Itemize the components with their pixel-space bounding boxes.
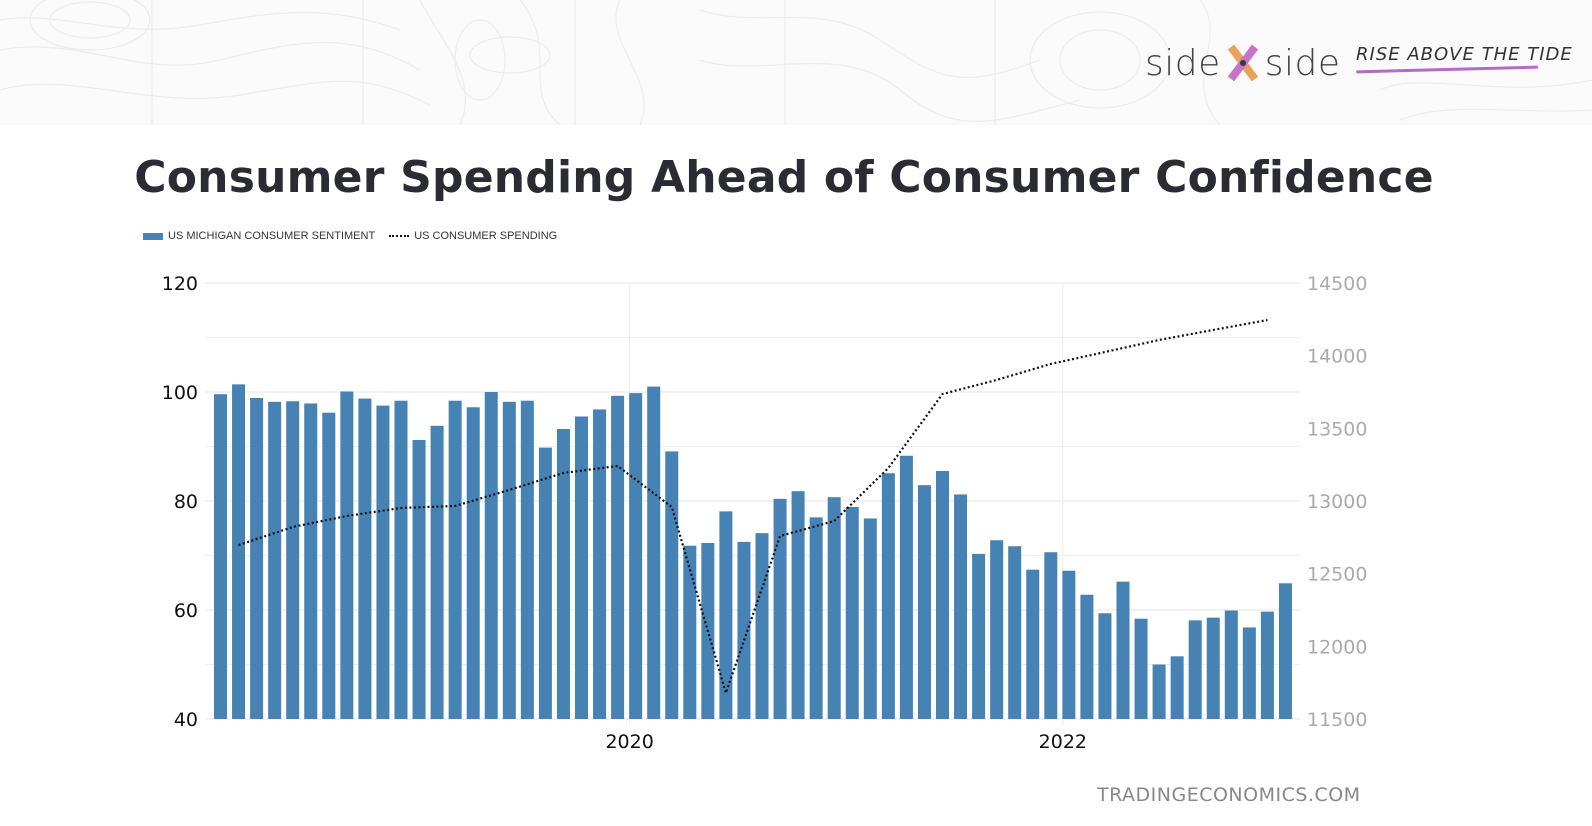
- bar-sentiment: [954, 494, 968, 719]
- bar-sentiment: [376, 405, 390, 719]
- bar-sentiment: [593, 409, 607, 719]
- line-consumer-spending: [238, 318, 1268, 697]
- bar-sentiment: [1170, 656, 1184, 719]
- bar-sentiment: [214, 394, 227, 719]
- y-left-tick-label: 40: [174, 709, 198, 731]
- bar-sentiment: [1098, 613, 1112, 719]
- bar-sentiment: [629, 393, 643, 719]
- y-right-tick-label: 12000: [1307, 636, 1367, 658]
- legend-label-sentiment: US MICHIGAN CONSUMER SENTIMENT: [168, 230, 376, 242]
- legend-swatch-spending: [389, 235, 410, 237]
- bar-sentiment: [340, 391, 354, 719]
- bar-sentiment: [394, 400, 408, 719]
- bar-sentiment: [1008, 546, 1022, 719]
- y-left-tick-label: 80: [174, 491, 198, 513]
- y-right-tick-label: 13500: [1307, 418, 1367, 440]
- bar-sentiment: [1188, 620, 1202, 719]
- legend-swatch-sentiment: [143, 232, 163, 240]
- bar-sentiment: [412, 439, 426, 719]
- bar-sentiment: [268, 401, 282, 719]
- legend-label-spending: US CONSUMER SPENDING: [414, 230, 558, 242]
- bar-sentiment: [773, 498, 787, 719]
- bar-sentiment: [484, 392, 498, 719]
- y-right-tick-label: 13000: [1307, 491, 1367, 513]
- chart-legend: US MICHIGAN CONSUMER SENTIMENT US CONSUM…: [143, 230, 557, 242]
- bar-sentiment: [1152, 664, 1166, 719]
- topographic-pattern: [0, 0, 1592, 125]
- bar-sentiment: [575, 416, 588, 719]
- bar-sentiment: [791, 491, 805, 719]
- bar-sentiment: [448, 400, 462, 719]
- x-tick-label: 2022: [1039, 731, 1087, 753]
- bar-sentiment: [737, 541, 751, 719]
- y-left-tick-label: 100: [162, 382, 198, 404]
- page-title: Consumer Spending Ahead of Consumer Conf…: [134, 152, 1434, 203]
- bar-sentiment: [1260, 611, 1274, 719]
- bar-sentiment: [1242, 627, 1256, 719]
- bar-sentiment: [430, 425, 444, 719]
- y-left-tick-label: 120: [162, 273, 198, 295]
- bar-sentiment: [250, 397, 264, 719]
- bar-sentiment: [358, 398, 372, 719]
- bar-sentiment: [322, 412, 336, 719]
- bar-sentiment: [845, 506, 859, 719]
- bar-sentiment: [502, 401, 516, 719]
- bar-sentiment: [917, 485, 931, 719]
- bar-sentiment: [611, 395, 625, 719]
- bar-sentiment: [990, 540, 1004, 719]
- bar-sentiment: [304, 403, 318, 719]
- bar-sentiment: [827, 497, 841, 719]
- bar-sentiment: [881, 473, 895, 719]
- bar-sentiment: [899, 455, 913, 719]
- bar-sentiment: [538, 447, 552, 719]
- y-left-tick-label: 60: [174, 600, 198, 622]
- bar-sentiment: [1134, 618, 1148, 719]
- sidexside-logo: side side: [1145, 38, 1341, 88]
- y-right-tick-label: 12500: [1307, 564, 1367, 586]
- bar-sentiment: [1116, 581, 1130, 719]
- bar-sentiment: [1278, 583, 1292, 719]
- bar-sentiment: [1080, 594, 1094, 719]
- bar-sentiment: [556, 429, 570, 719]
- bar-sentiment: [665, 451, 679, 719]
- bar-sentiment: [1062, 570, 1076, 719]
- bar-sentiment: [520, 400, 534, 719]
- bar-sentiment: [863, 518, 877, 719]
- x-mark-icon: [1225, 43, 1261, 83]
- logo-word-right: side: [1264, 42, 1341, 84]
- bar-sentiment: [972, 553, 986, 719]
- y-right-tick-label: 14500: [1307, 273, 1367, 295]
- bar-sentiment: [936, 471, 949, 719]
- bar-sentiment: [809, 517, 823, 719]
- bar-sentiment: [286, 401, 300, 719]
- bar-sentiment: [719, 511, 733, 719]
- header-banner: side side RISE ABOVE THE TIDE: [0, 0, 1592, 125]
- y-right-tick-label: 14000: [1307, 346, 1367, 368]
- x-tick-label: 2020: [605, 731, 653, 753]
- logo-word-left: side: [1145, 42, 1221, 84]
- bar-sentiment: [1224, 610, 1238, 719]
- bar-sentiment: [1044, 552, 1058, 719]
- y-right-tick-label: 11500: [1307, 709, 1367, 731]
- bar-sentiment: [647, 386, 661, 719]
- tagline: RISE ABOVE THE TIDE: [1356, 44, 1573, 65]
- bar-sentiment: [466, 407, 480, 719]
- bar-sentiment: [1206, 617, 1220, 719]
- bar-sentiment: [755, 533, 769, 719]
- bar-sentiment: [683, 545, 697, 719]
- bar-sentiment: [232, 384, 246, 719]
- bar-sentiment: [1026, 569, 1040, 719]
- source-credit: TRADINGECONOMICS.COM: [1097, 784, 1361, 806]
